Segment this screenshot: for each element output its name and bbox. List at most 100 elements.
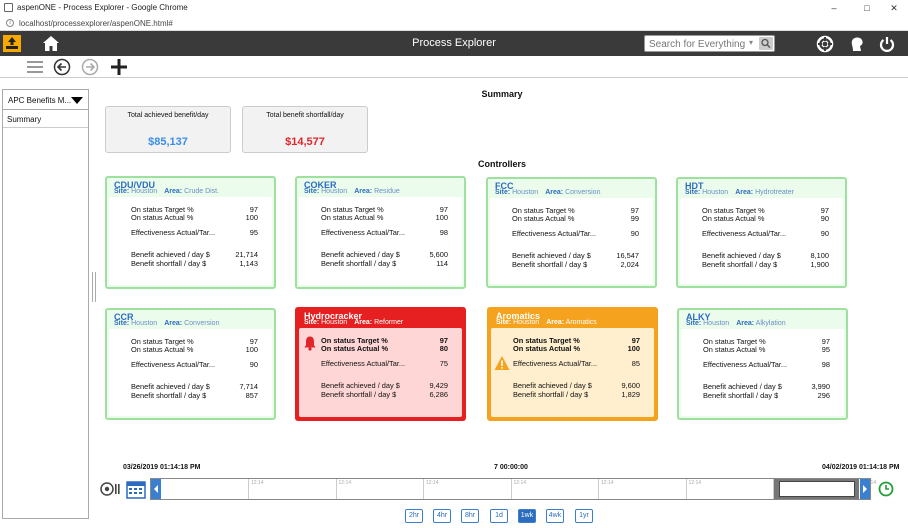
metric-label-target: On status Target %	[512, 206, 575, 215]
minimize-icon[interactable]: –	[831, 3, 837, 13]
range-button-1wk[interactable]: 1wk	[518, 509, 536, 523]
metric-value-effectiveness: 90	[249, 360, 258, 369]
nav-item-summary[interactable]: Summary	[3, 110, 88, 128]
back-icon[interactable]	[53, 58, 71, 76]
metric-label-achieved: Benefit achieved / day $	[131, 382, 210, 391]
home-icon[interactable]	[41, 34, 61, 53]
metric-label-target: On status Target %	[131, 205, 194, 214]
maximize-icon[interactable]: □	[864, 3, 870, 13]
controller-card-hdt[interactable]: HDT Site: Houston Area: Hydrotreater On sta…	[676, 177, 847, 288]
range-button-2hr[interactable]: 2hr	[405, 509, 423, 523]
timeline-tick-label: 12:14	[426, 480, 439, 486]
calendar-icon[interactable]	[126, 479, 146, 499]
controller-card-ccr[interactable]: CCR Site: Houston Area: Conversion On statu…	[105, 308, 276, 420]
metric-value-target: 97	[631, 336, 640, 345]
metric-label-target: On status Target %	[703, 337, 766, 346]
site-label: Site:	[304, 319, 320, 326]
controller-site-area: Site: Houston Area: Conversion	[114, 320, 226, 327]
site-value: Houston	[513, 319, 540, 326]
lifebuoy-help-icon[interactable]	[816, 35, 834, 53]
controller-card-alky[interactable]: ALKY Site: Houston Area: Alkylation On stat…	[677, 308, 848, 420]
metric-label-shortfall: Benefit shortfall / day $	[703, 391, 779, 400]
timeline-selection[interactable]	[774, 479, 859, 499]
dropdown-triangle-icon[interactable]	[71, 97, 83, 104]
range-button-1d[interactable]: 1d	[490, 509, 508, 523]
range-button-8hr[interactable]: 8hr	[461, 509, 479, 523]
metric-label-actual: On status Actual %	[131, 213, 194, 222]
app-title: Process Explorer	[412, 37, 496, 49]
controller-card-coker[interactable]: COKER Site: Houston Area: Residue On status…	[295, 176, 466, 289]
url-text[interactable]: localhost/processexplorer/aspenONE.html#	[19, 19, 173, 28]
metric-value-achieved: 7,714	[239, 382, 259, 391]
site-label: Site:	[496, 319, 512, 326]
metric-value-actual: 100	[627, 344, 640, 353]
view-selector-label: APC Benefits M...	[8, 96, 72, 105]
metric-value-achieved: 9,600	[621, 381, 641, 390]
timeline-scroll-left-button[interactable]	[151, 479, 161, 499]
forward-icon[interactable]	[81, 58, 99, 76]
address-bar[interactable]: i localhost/processexplorer/aspenONE.htm…	[0, 16, 908, 31]
metric-value-shortfall: 1,829	[621, 390, 641, 399]
add-icon[interactable]	[110, 58, 128, 76]
controller-name[interactable]: FCC	[495, 181, 514, 191]
clock-icon[interactable]	[878, 481, 894, 497]
timeline-selection-window[interactable]	[779, 481, 855, 497]
controller-name[interactable]: COKER	[304, 180, 337, 190]
live-mode-icon[interactable]	[100, 481, 120, 497]
site-value: Houston	[131, 320, 158, 327]
metric-value-actual: 100	[245, 345, 258, 354]
metric-label-actual: On status Actual %	[131, 345, 194, 354]
controller-site-area: Site: Houston Area: Alkylation	[686, 320, 793, 327]
controller-metrics: On status Target % 97 On status Actual % 99…	[490, 198, 653, 284]
metric-label-shortfall: Benefit shortfall / day $	[702, 260, 778, 269]
toolbar	[0, 56, 908, 78]
menu-icon[interactable]	[26, 58, 44, 76]
range-button-4hr[interactable]: 4hr	[433, 509, 451, 523]
range-button-1yr[interactable]: 1yr	[575, 509, 593, 523]
controller-name[interactable]: CCR	[114, 312, 134, 322]
timeline-end: 04/02/2019 01:14:18 PM	[822, 464, 900, 471]
timeline-scroll-right-button[interactable]	[860, 479, 870, 499]
metric-label-effectiveness: Effectiveness Actual/Tar...	[131, 360, 216, 369]
metric-label-achieved: Benefit achieved / day $	[512, 251, 591, 260]
app-header: Process Explorer Search for Everything ▾	[0, 31, 908, 56]
controller-card-hydrocracker[interactable]: Hydrocracker Site: Houston Area: Reformer O…	[295, 307, 466, 421]
aspen-logo-icon[interactable]	[3, 35, 21, 52]
info-icon[interactable]: i	[6, 19, 14, 27]
range-button-4wk[interactable]: 4wk	[546, 509, 564, 523]
metric-value-shortfall: 1,900	[810, 260, 830, 269]
controller-name[interactable]: HDT	[685, 181, 704, 191]
area-value: Conversion	[565, 189, 601, 196]
metric-value-target: 97	[820, 206, 829, 215]
search-icon[interactable]	[759, 37, 773, 50]
metric-label-actual: On status Actual %	[513, 344, 581, 353]
metric-value-effectiveness: 90	[820, 229, 829, 238]
kpi-total-achieved: Total achieved benefit/day $85,137	[105, 106, 231, 153]
area-label: Area:	[354, 319, 373, 326]
controller-metrics: On status Target % 97 On status Actual % 10…	[299, 197, 462, 285]
controller-name[interactable]: Aromatics	[496, 311, 541, 321]
controller-metrics: On status Target % 97 On status Actual % 80…	[299, 328, 462, 417]
metric-label-shortfall: Benefit shortfall / day $	[321, 390, 397, 399]
metric-value-achieved: 16,547	[616, 251, 639, 260]
power-icon[interactable]	[878, 35, 896, 53]
controller-name[interactable]: CDU/VDU	[114, 180, 156, 190]
controller-name[interactable]: ALKY	[686, 312, 711, 322]
controller-card-aromatics[interactable]: Aromatics Site: Houston Area: Aromatics On …	[487, 307, 658, 421]
close-icon[interactable]: ✕	[890, 3, 898, 13]
controller-card-fcc[interactable]: FCC Site: Houston Area: Conversion On statu…	[486, 177, 657, 288]
panel-splitter[interactable]	[92, 272, 96, 302]
controller-name[interactable]: Hydrocracker	[304, 311, 363, 321]
metric-label-effectiveness: Effectiveness Actual/Tar...	[513, 359, 598, 368]
search-input[interactable]: Search for Everything ▾	[644, 35, 775, 52]
controller-card-cdu-vdu[interactable]: CDU/VDU Site: Houston Area: Crude Dist. On …	[105, 176, 276, 289]
area-label: Area:	[164, 320, 183, 327]
view-selector[interactable]: APC Benefits M...	[3, 90, 88, 110]
metric-label-achieved: Benefit achieved / day $	[702, 251, 781, 260]
timeline-tick-label: 12:14	[688, 480, 702, 486]
search-dropdown-icon[interactable]: ▾	[749, 38, 754, 47]
timeline-tick: 12:14	[685, 479, 701, 499]
user-profile-icon[interactable]	[848, 35, 866, 53]
site-value: Houston	[321, 319, 348, 326]
